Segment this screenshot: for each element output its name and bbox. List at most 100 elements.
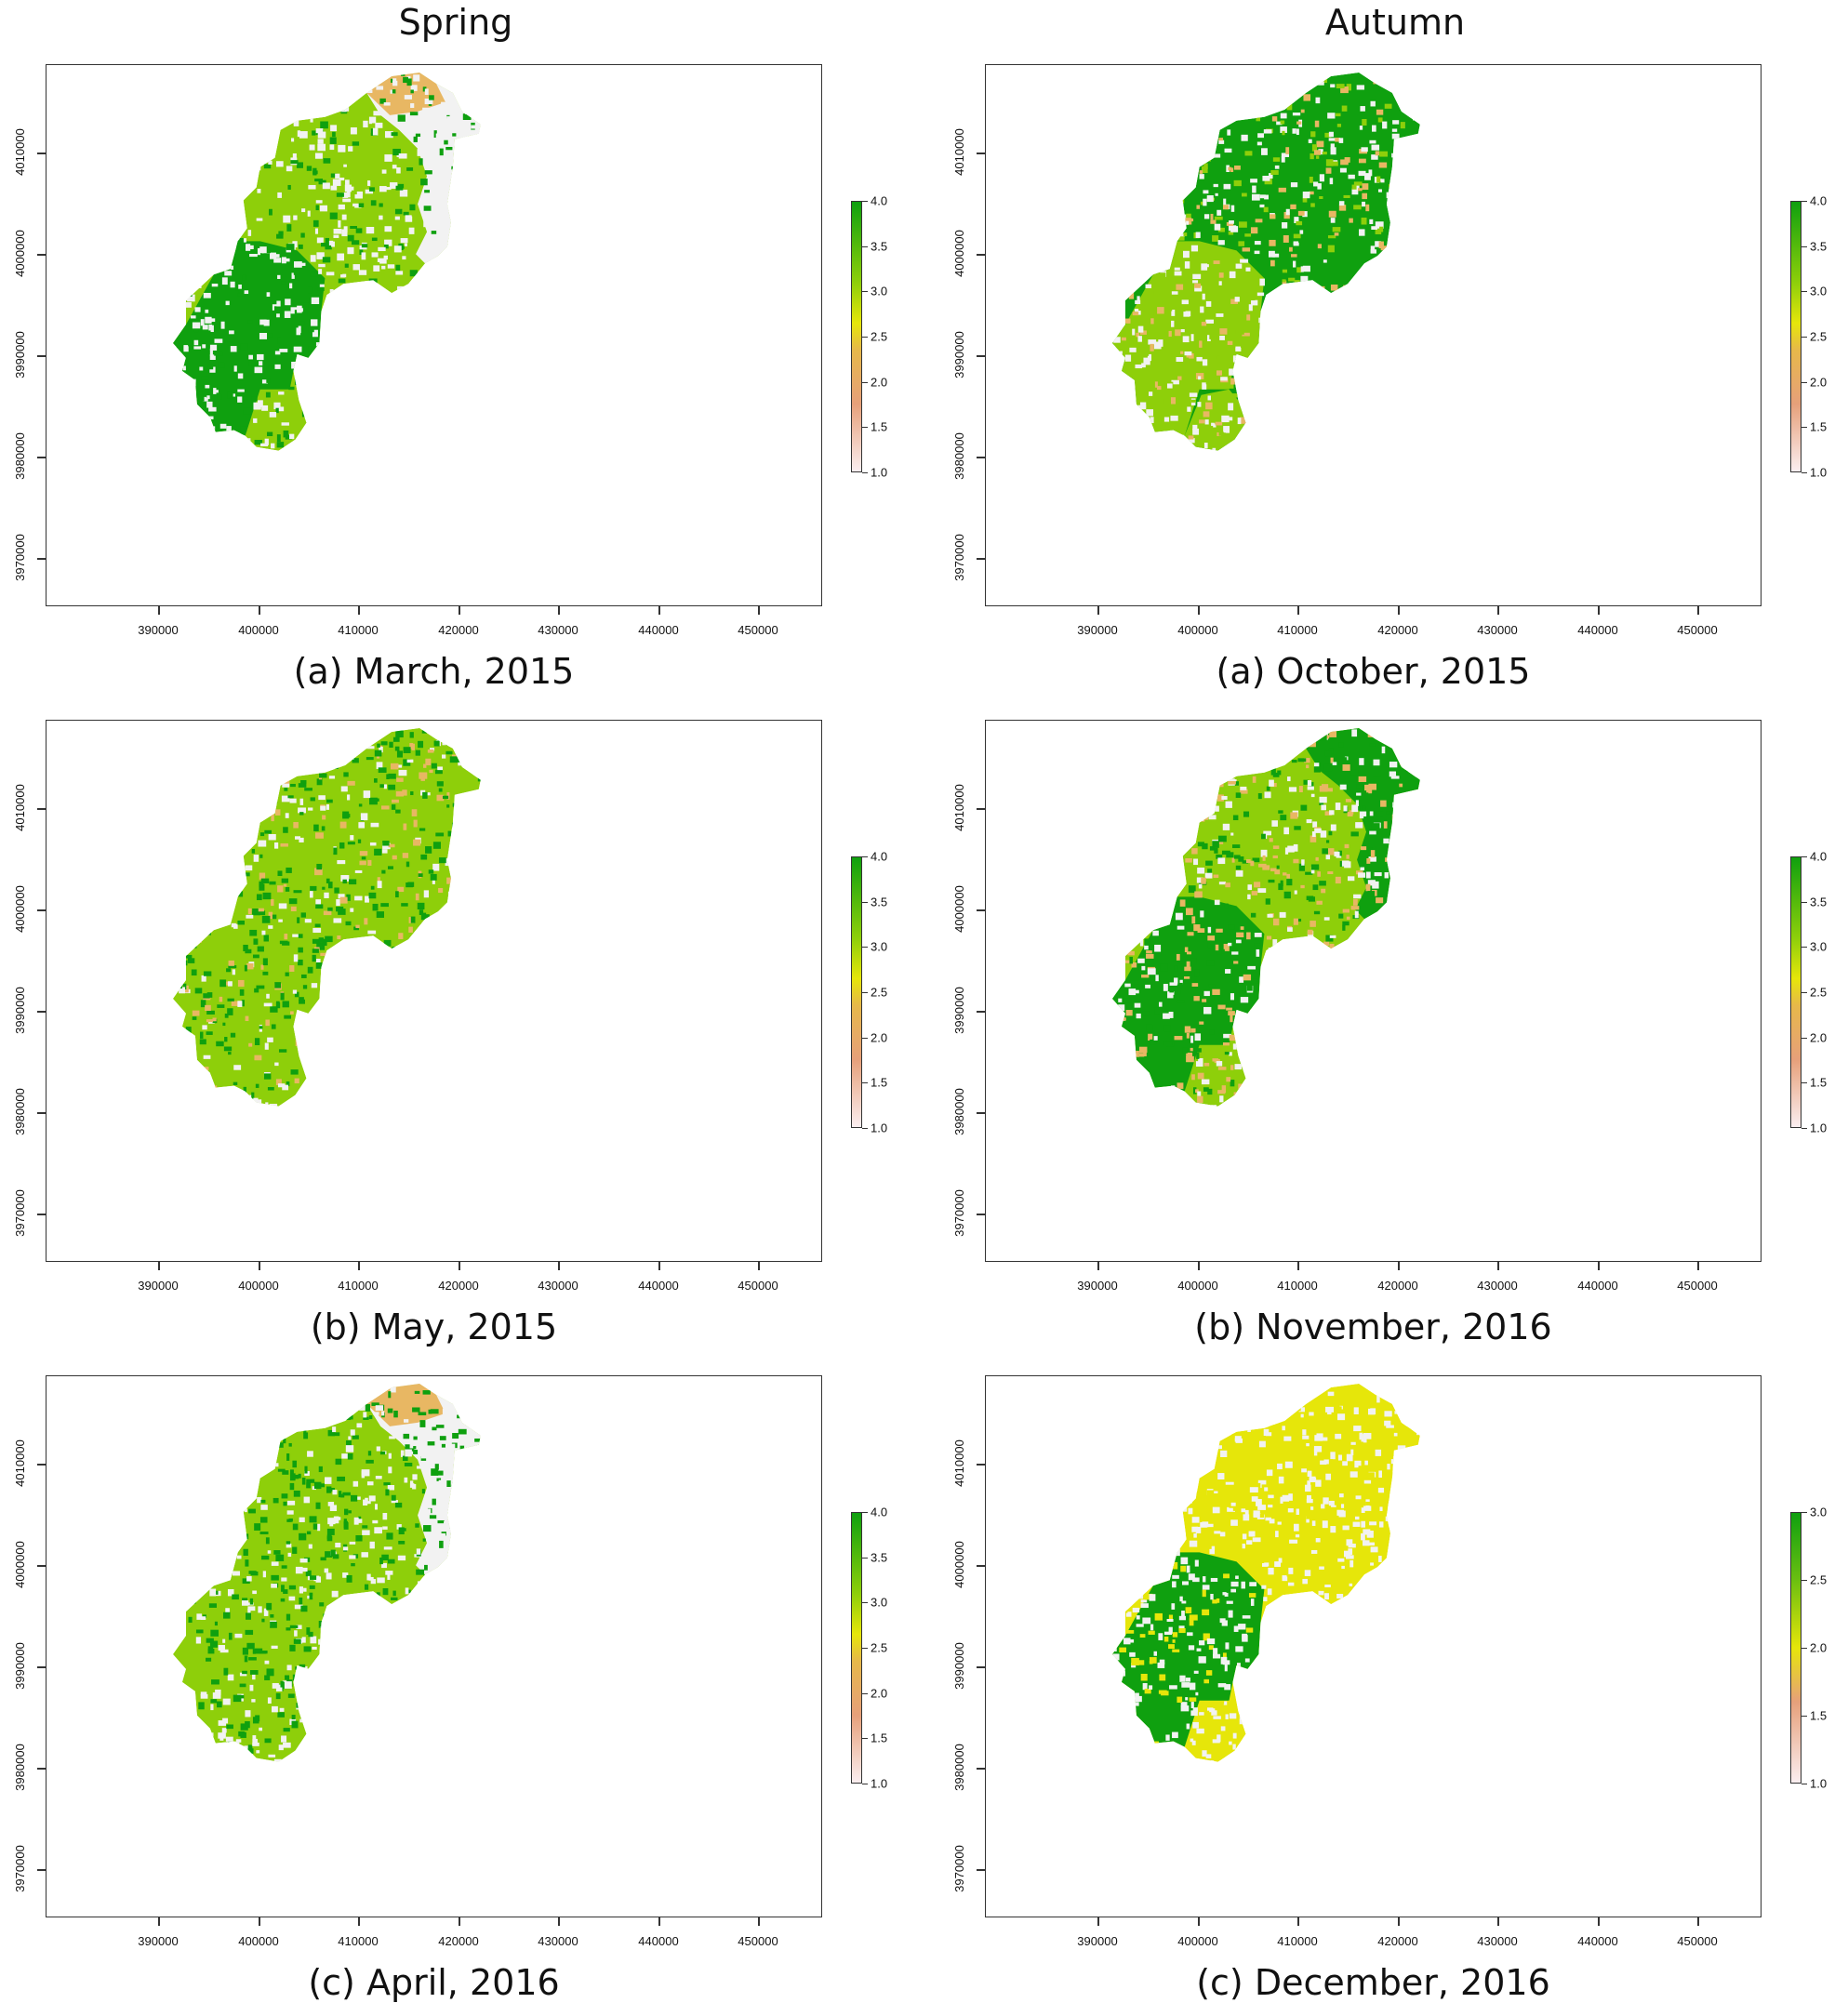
map-cell: [1152, 877, 1157, 882]
map-cell: [1344, 195, 1350, 198]
map-cell: [1367, 369, 1373, 373]
map-cell: [1164, 119, 1173, 126]
map-cell: [1118, 999, 1122, 1002]
map-cell: [439, 157, 446, 163]
map-cell: [1166, 1099, 1172, 1106]
map-cell: [215, 159, 219, 165]
map-cell: [228, 1510, 232, 1516]
map-cell: [1267, 936, 1271, 940]
map-cell: [343, 772, 348, 776]
map-cell: [1362, 806, 1365, 812]
map-cell: [279, 903, 287, 909]
map-cell: [208, 1491, 215, 1497]
map-cell: [263, 958, 268, 965]
map-cell: [1414, 989, 1417, 996]
map-cell: [215, 918, 222, 921]
map-cell: [297, 1014, 305, 1019]
map-cell: [1230, 1080, 1235, 1086]
map-cell: [1185, 261, 1190, 269]
map-cell: [1392, 128, 1397, 131]
map-cell: [1135, 1439, 1141, 1445]
x-tick-mark: [758, 1917, 760, 1926]
map-cell: [254, 1523, 260, 1531]
map-cell: [392, 1591, 395, 1597]
map-cell: [1231, 206, 1234, 212]
map-cell: [400, 944, 404, 950]
map-cell: [1310, 921, 1316, 927]
map-cell: [1252, 1101, 1259, 1108]
map-cell: [177, 443, 183, 446]
map-cell: [1155, 76, 1163, 81]
map-cell: [332, 1426, 336, 1432]
map-cell: [456, 378, 459, 384]
map-cell: [439, 1083, 444, 1089]
map-cell: [1336, 308, 1341, 311]
map-cell: [1291, 349, 1296, 355]
x-tick-label: 410000: [338, 623, 378, 637]
map-cell: [446, 1654, 450, 1661]
map-cell: [1258, 1018, 1265, 1023]
map-cell: [1216, 356, 1221, 360]
map-cell: [1286, 1049, 1292, 1055]
map-cell: [1292, 128, 1296, 134]
map-cell: [396, 186, 404, 191]
map-cell: [1143, 1521, 1146, 1528]
map-cell: [187, 1079, 193, 1084]
map-cell: [392, 132, 398, 136]
map-cell: [206, 1031, 213, 1035]
map-cell: [292, 109, 298, 113]
map-cell: [1129, 429, 1134, 436]
map-cell: [234, 365, 237, 371]
colorbar-label: 3.0: [871, 1596, 887, 1610]
map-cell: [1398, 973, 1404, 978]
map-cell: [1140, 1634, 1146, 1638]
map-cell: [366, 982, 370, 988]
map-cell: [1400, 138, 1406, 141]
map-cell: [1324, 378, 1332, 382]
map-cell: [1326, 1071, 1335, 1076]
map-cell: [1172, 729, 1179, 736]
map-cell: [225, 236, 233, 241]
map-cell: [392, 1495, 396, 1501]
map-cell: [174, 800, 180, 803]
map-cell: [178, 1096, 184, 1103]
y-tick-mark: [37, 457, 46, 458]
map-cell: [1355, 822, 1363, 828]
map-cell: [299, 113, 305, 116]
map-cell: [227, 999, 233, 1002]
map-cell: [259, 112, 266, 115]
map-cell: [309, 89, 317, 94]
map-cell: [426, 269, 433, 273]
map-cell: [1230, 378, 1235, 385]
map-cell: [1243, 812, 1249, 817]
map-cell: [455, 1724, 459, 1730]
map-cell: [1268, 449, 1276, 452]
map-cell: [1336, 84, 1345, 88]
map-cell: [1194, 144, 1198, 149]
map-cell: [348, 146, 352, 152]
map-cell: [1166, 804, 1172, 809]
map-cell: [1219, 328, 1227, 335]
map-cell: [1121, 383, 1124, 387]
map-cell: [226, 1737, 233, 1742]
map-cell: [338, 975, 342, 981]
map-cell: [405, 364, 413, 367]
map-cell: [1409, 954, 1415, 959]
map-cell: [182, 1760, 187, 1766]
map-cell: [326, 1724, 334, 1731]
map-region: [1112, 73, 1426, 458]
map-cell: [347, 781, 354, 786]
map-cell: [1237, 765, 1241, 768]
map-cell: [1206, 746, 1211, 752]
map-cell: [203, 1758, 210, 1763]
map-cell: [1319, 351, 1326, 354]
map-cell: [340, 1033, 349, 1038]
colorbar-label: 2.5: [1810, 330, 1827, 344]
map-cell: [359, 352, 366, 356]
map-cell: [1157, 307, 1164, 313]
map-cell: [204, 1055, 211, 1059]
map-cell: [1280, 912, 1286, 918]
map-cell: [401, 73, 405, 76]
map-cell: [1327, 871, 1333, 874]
map-cell: [1371, 249, 1376, 253]
